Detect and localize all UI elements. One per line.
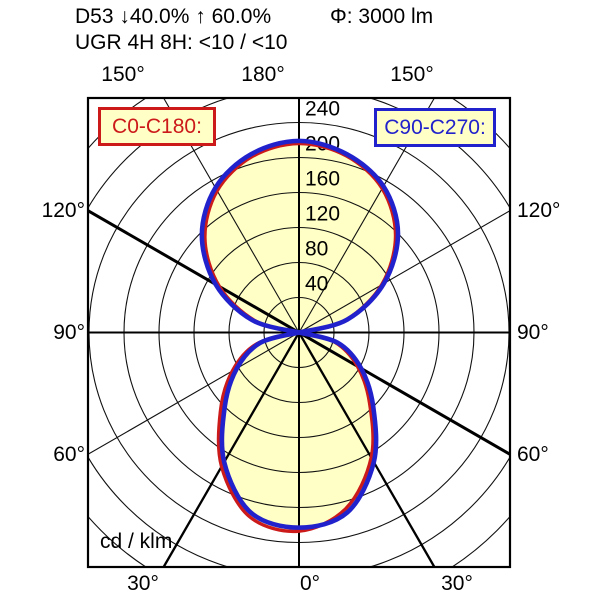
radial-tick-120: 120 bbox=[305, 203, 340, 226]
ray-30-left bbox=[162, 331, 300, 568]
radial-tick-40: 40 bbox=[305, 273, 328, 296]
legend-c0-c180-label: C0-C180: bbox=[112, 114, 202, 138]
curve-c90-c270-upper bbox=[199, 138, 401, 335]
header-distribution-text: D53 ↓40.0% ↑ 60.0% bbox=[75, 5, 272, 28]
radial-tick-240: 240 bbox=[305, 98, 340, 121]
radial-tick-80: 80 bbox=[305, 238, 328, 261]
curve-c90-c270 bbox=[199, 138, 401, 530]
legend-c90-c270: C90-C270: bbox=[374, 108, 496, 147]
spoke-120 bbox=[298, 210, 510, 333]
radial-tick-160: 160 bbox=[305, 168, 340, 191]
spoke-300 bbox=[88, 332, 300, 455]
curve-c90-c270-lower bbox=[219, 330, 379, 530]
legend-c0-c180: C0-C180: bbox=[98, 107, 216, 146]
legend-c90-c270-label: C90-C270: bbox=[384, 115, 486, 139]
header-luminous-flux: Φ: 3000 lm bbox=[330, 5, 434, 28]
plot-border bbox=[86, 96, 512, 569]
ray-30-right bbox=[298, 331, 436, 568]
header-ugr-text: UGR 4H 8H: <10 / <10 bbox=[75, 31, 288, 54]
